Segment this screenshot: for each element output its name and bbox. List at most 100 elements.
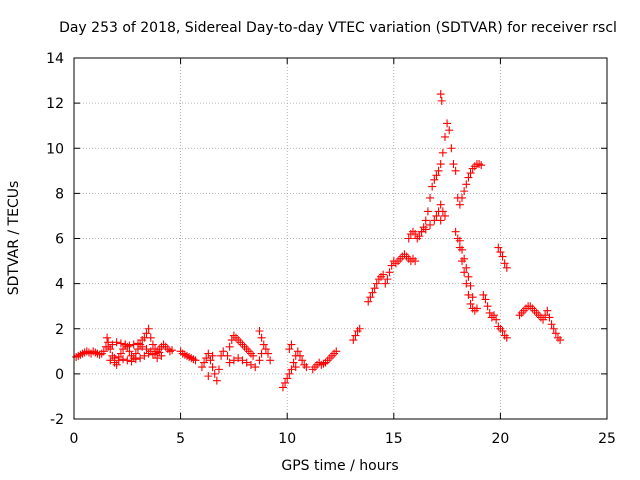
data-point bbox=[464, 173, 473, 182]
data-point bbox=[214, 365, 223, 374]
data-point bbox=[372, 279, 381, 288]
data-point bbox=[225, 358, 234, 367]
data-point bbox=[366, 293, 375, 302]
data-point bbox=[460, 268, 469, 277]
data-point bbox=[492, 315, 501, 324]
data-point bbox=[266, 356, 275, 365]
data-point bbox=[157, 351, 166, 360]
data-point bbox=[208, 351, 217, 360]
data-point bbox=[421, 225, 430, 234]
data-point bbox=[451, 227, 460, 236]
data-point bbox=[264, 349, 273, 358]
data-point bbox=[411, 229, 420, 238]
data-point bbox=[498, 327, 507, 336]
axis-ticks: 0 5 10 15 20 25 -2 0 2 4 6 8 10 12 14 bbox=[46, 51, 616, 447]
data-point bbox=[498, 252, 507, 261]
data-point bbox=[468, 293, 477, 302]
y-tick-label: -2 bbox=[50, 412, 64, 428]
data-point bbox=[451, 166, 460, 175]
data-point bbox=[319, 359, 328, 368]
data-point bbox=[153, 354, 162, 363]
data-point bbox=[541, 311, 550, 320]
data-point bbox=[462, 263, 471, 272]
x-tick-label: 20 bbox=[491, 431, 509, 447]
data-point bbox=[212, 376, 221, 385]
data-point bbox=[481, 295, 490, 304]
data-point bbox=[283, 374, 292, 383]
data-point bbox=[464, 290, 473, 299]
data-point bbox=[298, 356, 307, 365]
data-point bbox=[112, 360, 121, 369]
data-point bbox=[251, 363, 260, 372]
data-point bbox=[426, 193, 435, 202]
data-point bbox=[121, 340, 130, 349]
data-point bbox=[551, 329, 560, 338]
data-point bbox=[368, 288, 377, 297]
data-point bbox=[204, 372, 213, 381]
data-point bbox=[131, 355, 140, 364]
data-point bbox=[496, 248, 505, 257]
data-point bbox=[458, 193, 467, 202]
x-axis-label: GPS time / hours bbox=[281, 458, 398, 474]
data-point bbox=[438, 207, 447, 216]
data-point bbox=[191, 356, 200, 365]
data-point bbox=[464, 272, 473, 281]
y-axis-label: SDTVAR / TECUs bbox=[6, 181, 22, 296]
data-point bbox=[123, 356, 132, 365]
data-point bbox=[447, 144, 456, 153]
data-point bbox=[285, 345, 294, 354]
data-point bbox=[219, 347, 228, 356]
data-point bbox=[460, 187, 469, 196]
data-point bbox=[249, 351, 258, 360]
data-point bbox=[455, 236, 464, 245]
data-point bbox=[129, 340, 138, 349]
y-tick-label: 10 bbox=[46, 141, 64, 157]
data-point bbox=[430, 175, 439, 184]
data-point bbox=[140, 351, 149, 360]
data-point bbox=[545, 313, 554, 322]
data-point bbox=[281, 378, 290, 387]
data-point bbox=[502, 263, 511, 272]
x-tick-label: 10 bbox=[278, 431, 296, 447]
chart-title: Day 253 of 2018, Sidereal Day-to-day VTE… bbox=[59, 20, 617, 36]
data-point bbox=[289, 358, 298, 367]
data-point bbox=[494, 243, 503, 252]
data-point bbox=[455, 200, 464, 209]
data-point bbox=[210, 369, 219, 378]
data-point bbox=[483, 302, 492, 311]
data-point bbox=[490, 311, 499, 320]
data-point bbox=[466, 281, 475, 290]
data-point bbox=[539, 315, 548, 324]
x-tick-label: 5 bbox=[176, 431, 185, 447]
data-point bbox=[206, 356, 215, 365]
y-tick-label: 6 bbox=[55, 232, 64, 248]
y-tick-label: 2 bbox=[55, 322, 64, 338]
data-point bbox=[104, 342, 113, 351]
data-point bbox=[466, 299, 475, 308]
data-points bbox=[72, 90, 565, 392]
data-point bbox=[415, 232, 424, 241]
data-point bbox=[379, 270, 388, 279]
data-point bbox=[234, 354, 243, 363]
data-point bbox=[479, 290, 488, 299]
y-tick-label: 12 bbox=[46, 96, 64, 112]
data-point bbox=[477, 161, 486, 170]
y-tick-label: 4 bbox=[55, 277, 64, 293]
data-point bbox=[436, 90, 445, 99]
data-point bbox=[500, 259, 509, 268]
data-point bbox=[381, 279, 390, 288]
data-point bbox=[110, 354, 119, 363]
data-point bbox=[445, 126, 454, 135]
data-point bbox=[432, 211, 441, 220]
y-tick-label: 8 bbox=[55, 186, 64, 202]
data-point bbox=[285, 369, 294, 378]
data-point bbox=[428, 182, 437, 191]
data-point bbox=[225, 342, 234, 351]
data-point bbox=[119, 345, 128, 354]
data-point bbox=[242, 358, 251, 367]
data-point bbox=[229, 356, 238, 365]
x-tick-label: 25 bbox=[598, 431, 616, 447]
data-point bbox=[246, 360, 255, 369]
data-point bbox=[421, 216, 430, 225]
